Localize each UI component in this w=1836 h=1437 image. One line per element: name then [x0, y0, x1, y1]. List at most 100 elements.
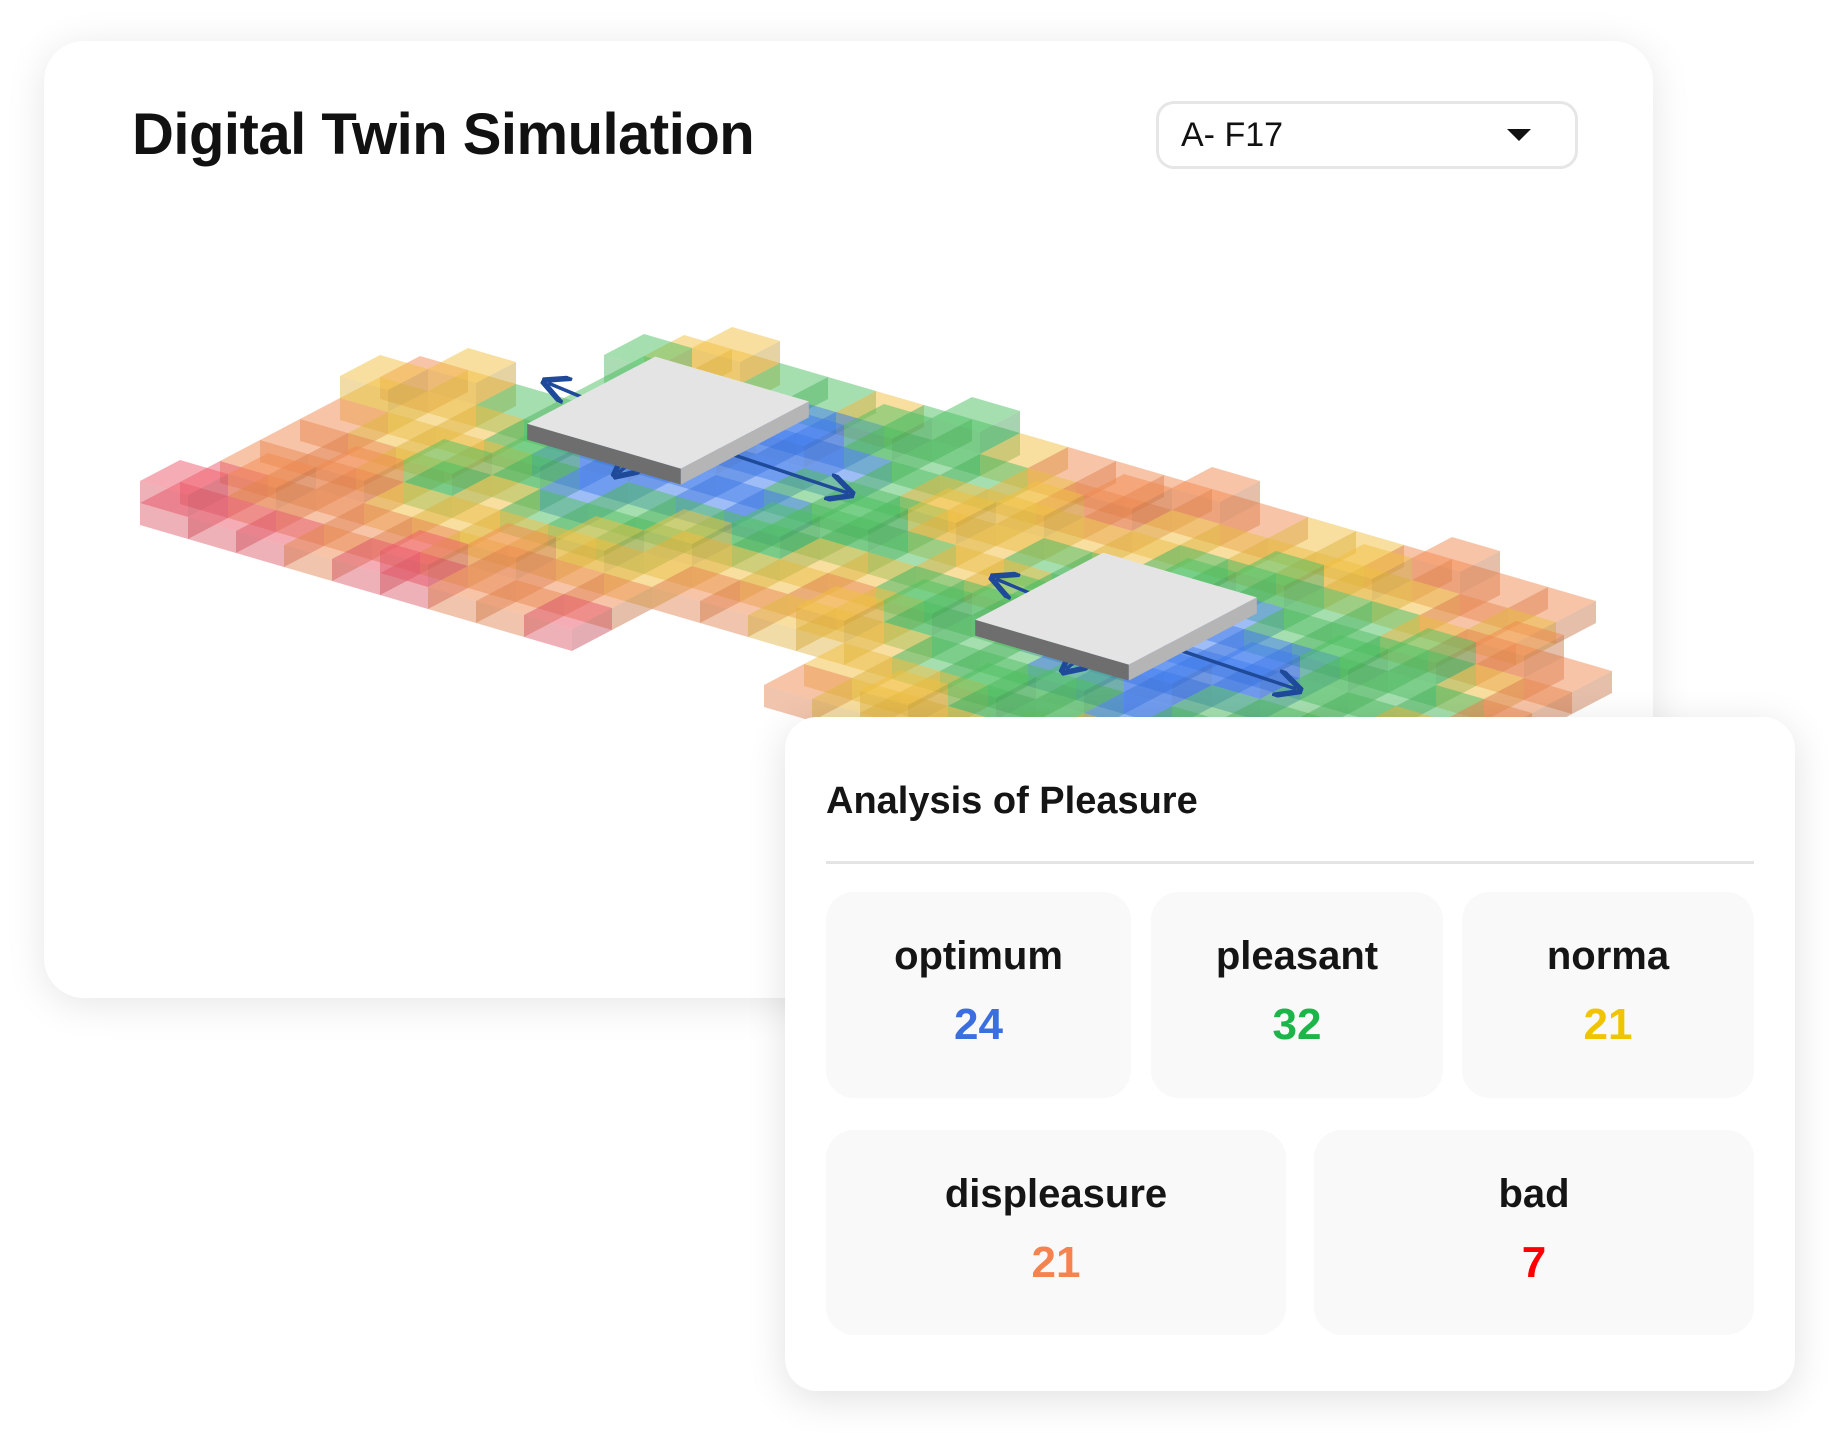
voxel-side-face	[956, 502, 996, 545]
voxel-top-face	[756, 433, 844, 468]
voxel-top-face	[948, 685, 1036, 720]
voxel-top-face	[324, 503, 412, 538]
voxel-top-face	[884, 579, 972, 614]
voxel-top-face	[1436, 664, 1524, 699]
voxel-side-face	[428, 544, 468, 587]
voxel-top-face	[716, 454, 804, 489]
voxel-top-face	[788, 377, 876, 412]
voxel-top-face	[260, 419, 348, 454]
voxel-top-face	[348, 412, 436, 447]
voxel-top-face	[340, 355, 428, 390]
voxel-front-face	[932, 418, 980, 454]
voxel-top-face	[380, 530, 468, 565]
metric-norma: norma 21	[1462, 892, 1754, 1098]
voxel-top-face	[820, 495, 908, 530]
voxel-top-face	[932, 419, 1020, 454]
voxel-top-face	[452, 475, 540, 510]
voxel-top-face	[228, 453, 316, 488]
voxel-top-face	[1044, 517, 1132, 552]
voxel-top-face	[1396, 685, 1484, 720]
voxel-front-face	[476, 601, 524, 637]
zone-selector-value: A- F17	[1181, 115, 1284, 154]
voxel-top-face	[436, 405, 524, 440]
voxel-top-face	[604, 334, 692, 369]
hvac-unit-side	[1128, 597, 1257, 681]
voxel-top-face	[140, 482, 228, 517]
voxel-top-face	[380, 552, 468, 587]
voxel-top-face	[644, 531, 732, 566]
voxel-top-face	[1412, 559, 1500, 594]
voxel-top-face	[652, 566, 740, 601]
digital-twin-voxel-view[interactable]	[0, 0, 1836, 1000]
voxel-side-face	[692, 523, 732, 566]
voxel-side-face	[1084, 670, 1124, 713]
metric-value: 7	[1521, 1238, 1547, 1287]
voxel-front-face	[844, 425, 892, 461]
voxel-front-face	[948, 684, 996, 720]
voxel-top-face	[556, 516, 644, 551]
voxel-top-face	[428, 370, 516, 405]
voxel-top-face	[428, 566, 516, 601]
zone-selector-dropdown[interactable]: A- F17	[1156, 101, 1578, 169]
voxel-top-face	[1004, 538, 1092, 573]
voxel-top-face	[796, 608, 884, 643]
voxel-front-face	[332, 559, 380, 595]
voxel-top-face	[524, 594, 612, 629]
voxel-side-face	[612, 587, 652, 630]
voxel-top-face	[1476, 621, 1564, 656]
voxel-front-face	[732, 523, 780, 559]
voxel-top-face	[796, 586, 884, 621]
voxel-front-face	[644, 530, 692, 566]
analysis-card: Analysis of Pleasure optimum 24 pleasant…	[785, 717, 1795, 1391]
voxel-side-face	[1460, 551, 1500, 594]
voxel-top-face	[1300, 657, 1388, 692]
divider	[826, 861, 1754, 864]
voxel-top-face	[764, 664, 852, 699]
voxel-top-face	[1476, 643, 1564, 678]
voxel-side-face	[932, 593, 972, 636]
voxel-top-face	[1132, 510, 1220, 545]
metric-value: 21	[1031, 1238, 1081, 1287]
voxel-front-face	[820, 516, 868, 552]
voxel-top-face	[932, 397, 1020, 432]
voxel-top-face	[1508, 587, 1596, 622]
voxel-front-face	[236, 531, 284, 567]
voxel-top-face	[556, 538, 644, 573]
voxel-top-face	[956, 524, 1044, 559]
voxel-top-face	[892, 636, 980, 671]
voxel-front-face	[468, 544, 516, 580]
voxel-front-face	[316, 467, 364, 503]
hvac-unit-front	[527, 423, 681, 485]
voxel-top-face	[1172, 489, 1260, 524]
voxel-side-face	[780, 516, 820, 559]
voxel-front-face	[228, 474, 276, 510]
metric-label: bad	[1498, 1172, 1570, 1216]
analysis-title: Analysis of Pleasure	[826, 780, 1198, 822]
voxel-top-face	[676, 475, 764, 510]
hvac-unit-side	[680, 401, 809, 485]
voxel-top-face	[996, 503, 1084, 538]
voxel-front-face	[428, 369, 476, 405]
voxel-front-face	[1172, 488, 1220, 524]
voxel-top-face	[700, 580, 788, 615]
voxel-top-face	[476, 580, 564, 615]
voxel-top-face	[884, 601, 972, 636]
voxel-top-face	[1084, 474, 1172, 509]
voxel-top-face	[1324, 566, 1412, 601]
voxel-side-face	[364, 460, 404, 503]
voxel-top-face	[1124, 671, 1212, 706]
voxel-top-face	[820, 517, 908, 552]
voxel-front-face	[1324, 565, 1372, 601]
voxel-top-face	[1028, 447, 1116, 482]
metric-label: optimum	[894, 934, 1063, 978]
voxel-top-face	[1372, 580, 1460, 615]
voxel-top-face	[844, 426, 932, 461]
voxel-top-face	[1388, 628, 1476, 663]
voxel-top-face	[860, 670, 948, 705]
voxel-top-face	[1172, 685, 1260, 720]
voxel-top-face	[564, 573, 652, 608]
voxel-top-face	[1180, 524, 1268, 559]
voxel-side-face	[1220, 481, 1260, 524]
voxel-top-face	[404, 439, 492, 474]
metric-label: norma	[1546, 934, 1670, 978]
